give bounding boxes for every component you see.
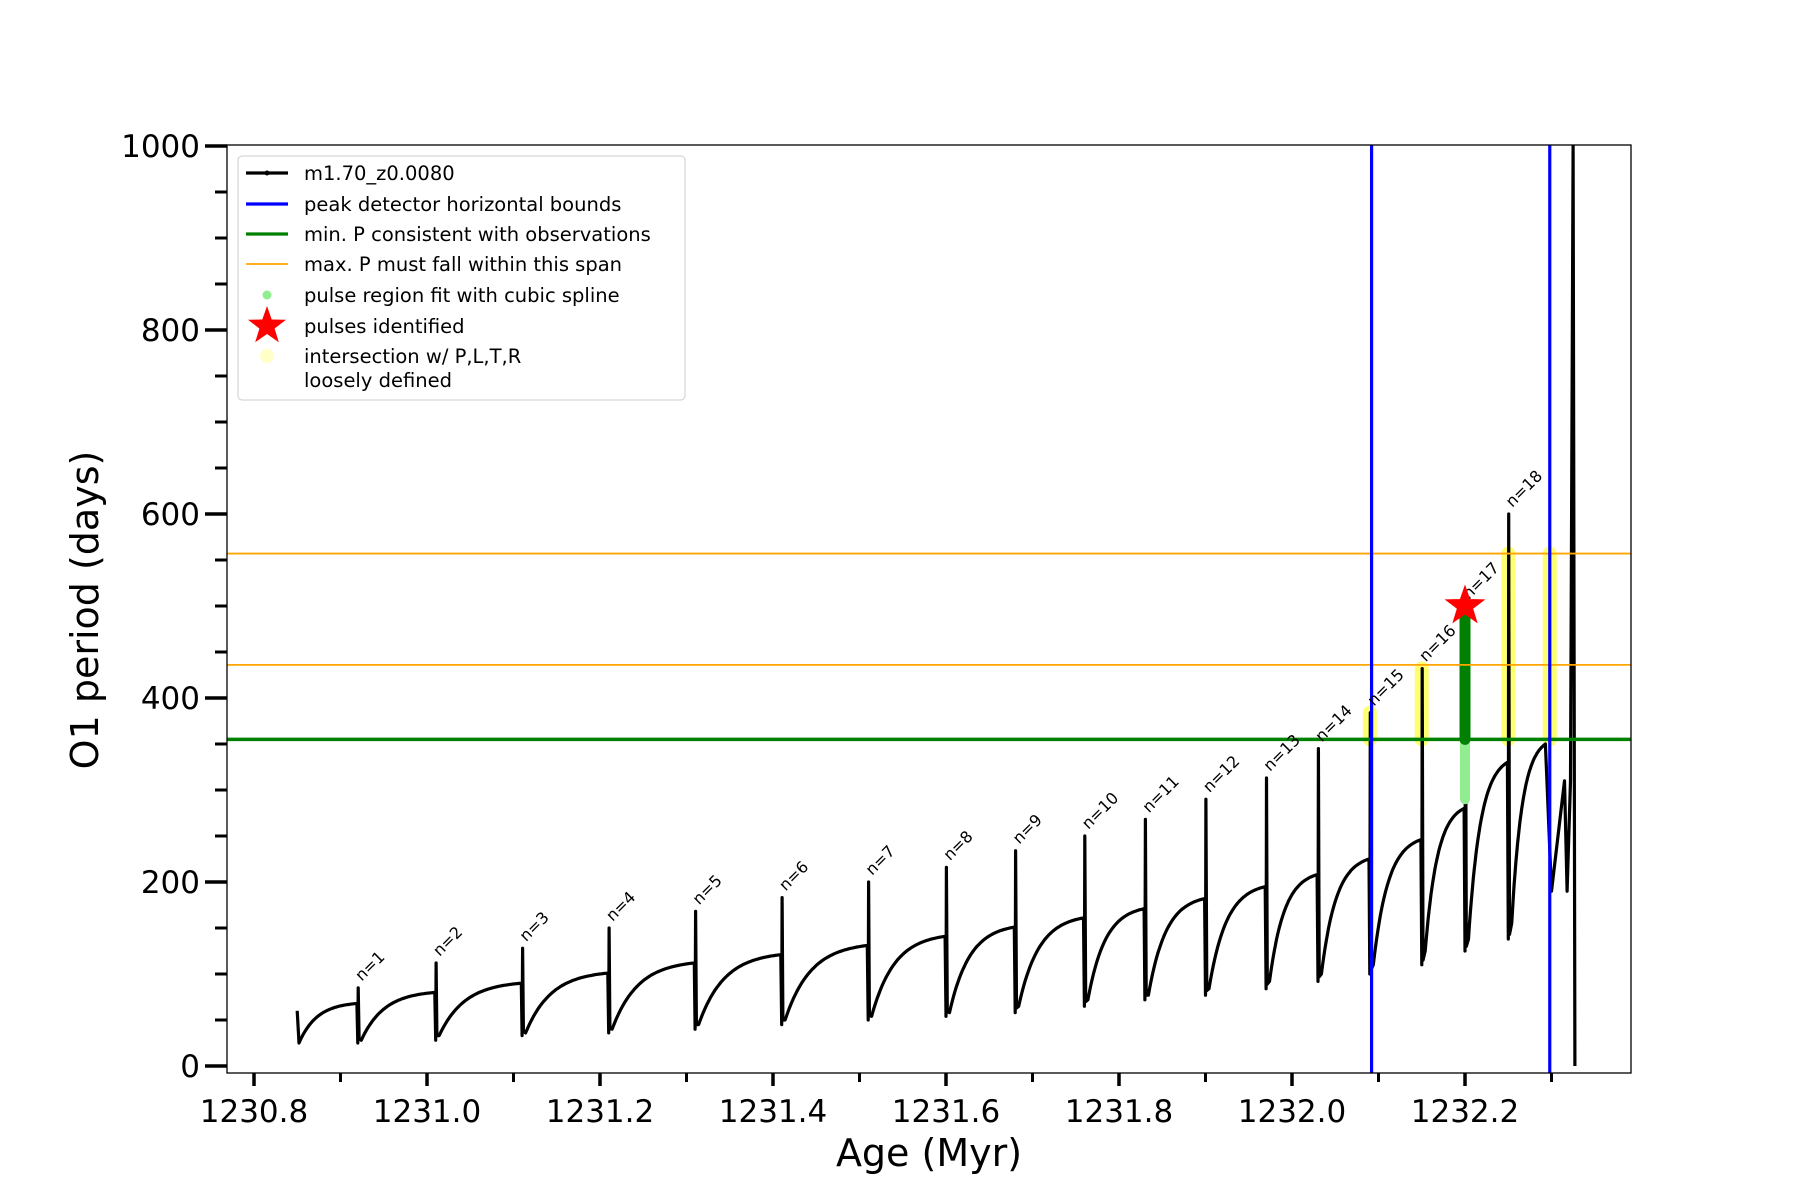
- x-tick-label-7: 1232.2: [1411, 1094, 1519, 1130]
- pulse-identified-star: [1444, 584, 1486, 624]
- x-tick-label-6: 1232.0: [1238, 1094, 1346, 1130]
- y-tick-label-3: 600: [141, 497, 200, 533]
- legend-label-1: m1.70_z0.0080: [304, 162, 455, 185]
- y-tick-label-1: 200: [141, 865, 200, 901]
- legend-label-4: max. P must fall within this span: [304, 253, 622, 276]
- x-tick-label-0: 1230.8: [200, 1094, 308, 1130]
- pulse-label-n12: n=12: [1199, 752, 1243, 796]
- pulse-label-n18: n=18: [1502, 466, 1546, 510]
- pulse-label-n16: n=16: [1415, 621, 1459, 665]
- pulse-label-n7: n=7: [862, 842, 899, 879]
- x-tick-label-1: 1231.0: [373, 1094, 481, 1130]
- legend-label-7-line2: loosely defined: [304, 369, 452, 392]
- pulse-label-n6: n=6: [775, 857, 812, 894]
- legend-label-3: min. P consistent with observations: [304, 223, 651, 246]
- legend-swatch-5: [262, 290, 272, 300]
- legend-label-2: peak detector horizontal bounds: [304, 193, 621, 216]
- x-tick-label-2: 1231.2: [546, 1094, 654, 1130]
- x-axis-label: Age (Myr): [836, 1131, 1022, 1175]
- pulse-label-n13: n=13: [1259, 730, 1303, 774]
- legend-label-5: pulse region fit with cubic spline: [304, 284, 620, 307]
- legend-item-6: pulses identified: [248, 306, 465, 343]
- legend-item-5: pulse region fit with cubic spline: [262, 284, 620, 307]
- pulse-label-n4: n=4: [602, 888, 639, 925]
- x-tick-label-3: 1231.4: [719, 1094, 827, 1130]
- y-tick-label-2: 400: [141, 681, 200, 717]
- y-tick-label-4: 800: [141, 313, 200, 349]
- pulse-label-n15: n=15: [1363, 665, 1407, 709]
- legend-item-1: m1.70_z0.0080: [246, 162, 455, 185]
- x-tick-label-4: 1231.6: [892, 1094, 1000, 1130]
- y-tick-label-5: 1000: [121, 129, 200, 165]
- legend-item-3: min. P consistent with observations: [246, 223, 651, 246]
- legend-item-4: max. P must fall within this span: [246, 253, 622, 276]
- y-tick-label-0: 0: [180, 1049, 200, 1085]
- pulse-label-n2: n=2: [429, 922, 466, 959]
- axes: 1230.8 1231.0 1231.2 1231.4 1231.6 1231.8 1232…: [121, 129, 1553, 1130]
- pulse-label-n3: n=3: [516, 908, 553, 945]
- y-axis-label: O1 period (days): [63, 451, 107, 770]
- series-line: [295, 145, 1577, 1067]
- legend-swatch-7: [260, 349, 274, 363]
- pulse-label-n8: n=8: [939, 827, 976, 864]
- pulse-label-n1: n=1: [351, 947, 388, 984]
- pulse-label-n9: n=9: [1009, 810, 1046, 847]
- x-tick-label-5: 1231.8: [1065, 1094, 1173, 1130]
- legend-label-7: intersection w/ P,L,T,R: [304, 345, 521, 368]
- legend-label-6: pulses identified: [304, 315, 465, 338]
- plot-frame: [226, 144, 1632, 1074]
- legend-box: [237, 155, 686, 401]
- legend-swatch-6: [248, 306, 286, 343]
- pulse-label-n5: n=5: [689, 871, 726, 908]
- pulse-label-n10: n=10: [1078, 788, 1122, 832]
- legend-swatch-dot-1: [264, 170, 270, 176]
- legend-item-2: peak detector horizontal bounds: [246, 193, 621, 216]
- pulse-label-n11: n=11: [1138, 772, 1182, 816]
